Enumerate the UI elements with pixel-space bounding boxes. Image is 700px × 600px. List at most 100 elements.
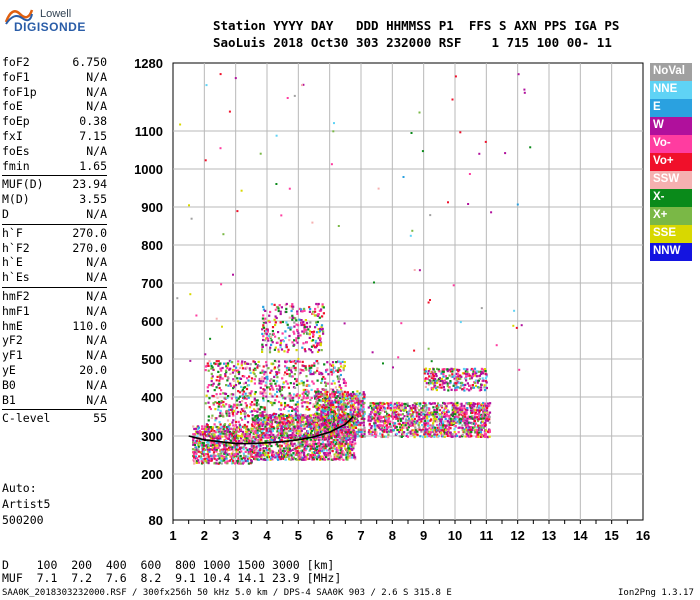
- echo-point: [284, 371, 287, 374]
- echo-point: [434, 380, 438, 383]
- echo-point: [386, 436, 390, 439]
- echo-point: [216, 454, 219, 457]
- echo-point: [233, 444, 236, 447]
- echo-point: [236, 455, 239, 458]
- echo-point: [271, 429, 274, 433]
- echo-point: [250, 401, 254, 404]
- echo-point: [293, 94, 296, 97]
- echo-point: [239, 428, 243, 431]
- echo-point: [213, 430, 216, 433]
- echo-point: [337, 367, 340, 370]
- echo-point: [429, 370, 432, 374]
- echo-point: [215, 379, 218, 382]
- echo-point: [247, 415, 250, 418]
- echo-point: [350, 424, 353, 427]
- param-row: yF1 N/A: [2, 348, 107, 363]
- echo-point: [447, 428, 450, 431]
- echo-point: [295, 319, 298, 322]
- echo-point: [321, 394, 324, 398]
- echo-point: [275, 371, 278, 374]
- echo-point: [330, 370, 333, 374]
- echo-point: [393, 411, 396, 414]
- echo-point: [437, 424, 441, 427]
- echo-point: [220, 414, 223, 417]
- echo-point: [284, 397, 287, 400]
- echo-point: [335, 446, 338, 449]
- echo-point: [256, 420, 259, 423]
- echo-point: [285, 369, 289, 372]
- echo-point: [298, 443, 301, 446]
- echo-point: [222, 415, 225, 418]
- echo-point: [321, 372, 324, 376]
- echo-point: [355, 423, 358, 427]
- echo-point: [277, 423, 280, 426]
- echo-point: [198, 432, 201, 435]
- echo-point: [263, 414, 266, 417]
- echo-point: [482, 404, 486, 407]
- echo-point: [289, 328, 292, 331]
- echo-point: [455, 382, 458, 385]
- echo-point: [466, 435, 469, 438]
- echo-point: [406, 428, 409, 431]
- echo-point: [358, 410, 361, 413]
- echo-point: [330, 163, 333, 166]
- echo-point: [275, 413, 278, 416]
- y-tick-label: 1100: [135, 124, 163, 139]
- echo-point: [478, 424, 481, 427]
- auto-program: Artist5: [2, 497, 51, 511]
- echo-point: [480, 428, 483, 431]
- echo-point: [504, 152, 507, 155]
- echo-point: [210, 454, 213, 458]
- echo-point: [327, 412, 330, 415]
- echo-point: [295, 408, 298, 411]
- echo-point: [471, 428, 474, 431]
- echo-point: [244, 455, 247, 458]
- echo-point: [322, 414, 325, 417]
- echo-point: [229, 448, 232, 451]
- echo-point: [455, 408, 458, 411]
- echo-point: [305, 432, 308, 435]
- echo-point: [203, 437, 206, 440]
- echo-point: [225, 414, 229, 417]
- param-label: MUF(D): [2, 177, 44, 192]
- echo-point: [235, 406, 239, 409]
- echo-point: [339, 413, 342, 416]
- echo-point: [289, 360, 292, 363]
- echo-point: [315, 423, 318, 426]
- echo-point: [331, 410, 334, 413]
- echo-point: [423, 372, 426, 375]
- echo-point: [476, 413, 479, 416]
- echo-point: [347, 456, 350, 459]
- echo-point: [248, 375, 251, 378]
- echo-point: [337, 377, 340, 380]
- echo-point: [210, 444, 213, 447]
- echo-point: [276, 425, 279, 428]
- echo-point: [482, 410, 485, 413]
- echo-point: [253, 382, 256, 385]
- echo-point: [218, 382, 221, 385]
- echo-point: [295, 452, 298, 455]
- echo-point: [447, 426, 451, 429]
- echo-point: [414, 408, 417, 412]
- echo-point: [409, 432, 412, 435]
- echo-point: [398, 431, 401, 434]
- echo-point: [488, 430, 491, 433]
- station-header-values: SaoLuis 2018 Oct30 303 232000 RSF 1 715 …: [213, 35, 612, 50]
- echo-point: [278, 417, 282, 420]
- echo-point: [434, 417, 437, 421]
- echo-point: [310, 366, 313, 369]
- echo-point: [438, 370, 441, 373]
- echo-point: [258, 408, 261, 411]
- echo-point: [235, 396, 238, 399]
- echo-point: [344, 408, 347, 411]
- echo-point: [333, 432, 336, 435]
- echo-point: [261, 332, 264, 335]
- echo-point: [318, 431, 321, 434]
- echo-point: [314, 326, 317, 329]
- echo-point: [306, 394, 309, 397]
- echo-point: [279, 449, 282, 452]
- echo-point: [426, 419, 430, 423]
- echo-point: [339, 452, 342, 455]
- echo-point: [443, 379, 446, 382]
- echo-point: [425, 377, 428, 380]
